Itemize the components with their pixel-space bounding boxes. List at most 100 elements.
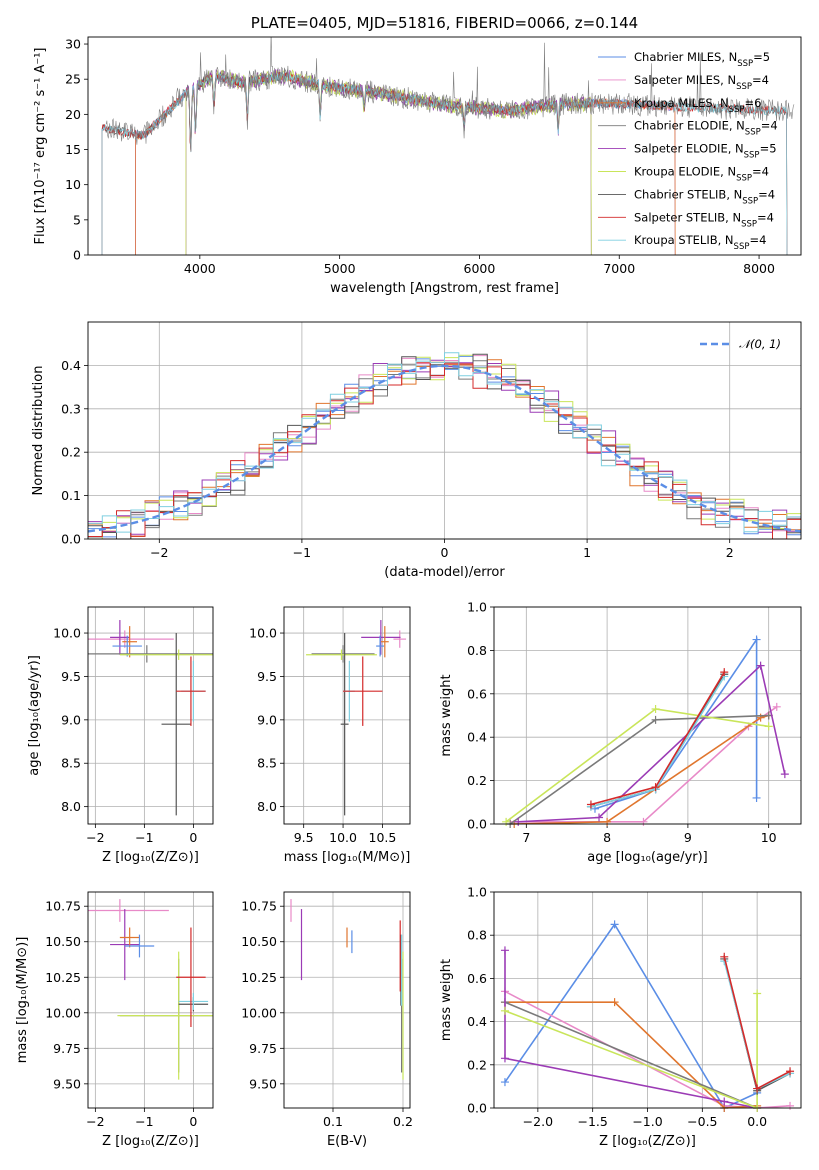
weight-point	[753, 1084, 762, 1093]
errorbar-salpeter-miles	[393, 630, 407, 648]
weight-point	[720, 1097, 729, 1106]
y-tick-label: 10.75	[241, 899, 277, 914]
x-tick-label: −1.5	[577, 1114, 607, 1129]
x-tick-label: 8	[603, 830, 611, 845]
y-tick-label: 1.0	[467, 600, 487, 615]
y-tick-label: 0.2	[467, 1057, 487, 1072]
weight-point	[720, 668, 729, 677]
y-tick-label: 0.2	[467, 773, 487, 788]
y-tick-label: 0.2	[61, 445, 81, 460]
x-tick-label: 0.1	[323, 1114, 343, 1129]
y-tick-label: 0.4	[61, 358, 81, 373]
errorbar-kroupa-miles	[380, 626, 389, 658]
y-tick-label: 25	[65, 72, 81, 87]
weight-point	[500, 1078, 509, 1087]
weight-point	[752, 635, 761, 644]
errorbar-kroupa-elodie	[306, 649, 377, 660]
y-tick-label: 10.25	[45, 970, 81, 985]
weight-point	[786, 1067, 795, 1076]
legend: Chabrier MILES, NSSP=5 Salpeter MILES, NS…	[598, 50, 778, 252]
errorbar-chabrier-elodie	[311, 645, 375, 663]
weight-point	[502, 817, 511, 826]
y-tick-label: 9.0	[61, 712, 81, 727]
frame-age-vs-mass	[283, 606, 411, 825]
legend-label: Kroupa MILES, NSSP=6	[634, 96, 761, 115]
errorbar-kroupa-miles	[119, 927, 140, 948]
x-axis-label: wavelength [Angstrom, rest frame]	[330, 281, 559, 296]
x-tick-label: 8000	[743, 261, 775, 276]
legend-label: Chabrier ELODIE, NSSP=4	[634, 119, 778, 138]
axes-age-vs-Z: −2 −1 0 8.0 8.5 9.0 9.5 10.0	[53, 607, 213, 845]
y-tick-label: 10.0	[53, 626, 81, 641]
frame-mass-vs-Z	[87, 891, 214, 1109]
frame-mass-vs-ebv	[283, 891, 411, 1109]
errorbar-kroupa-elodie	[117, 951, 213, 1080]
y-axis-label: mass weight	[439, 674, 454, 756]
x-axis-label: Z [log₁₀(Z/Z⊙)]	[102, 850, 199, 865]
errorbar-salpeter-miles	[88, 899, 169, 922]
frame-age-vs-Z	[87, 606, 214, 825]
weight-line-chabrier-miles	[504, 922, 758, 1108]
x-axis-label: Z [log₁₀(Z/Z⊙)]	[599, 1134, 696, 1149]
y-tick-label: 0.0	[467, 817, 487, 832]
errorbar-chabrier-miles	[376, 635, 385, 657]
x-axis-label: (data-model)/error	[384, 565, 505, 580]
errorbar-salpeter-stelib	[176, 927, 206, 1027]
x-axis-label: mass [log₁₀(M/M⊙)]	[284, 850, 411, 865]
y-tick-label: 8.5	[257, 756, 277, 771]
x-tick-label: 10	[761, 830, 777, 845]
y-tick-label: 0.8	[467, 643, 487, 658]
x-tick-label: −2	[86, 1114, 104, 1129]
y-tick-label: 15	[65, 142, 81, 157]
y-tick-label: 10	[65, 177, 81, 192]
y-tick-label: 10.00	[241, 1005, 277, 1020]
x-tick-label: 10.5	[369, 830, 397, 845]
errorbar-kroupa-stelib	[178, 992, 209, 1010]
y-tick-label: 10.0	[249, 626, 277, 641]
x-tick-label: 9.5	[294, 830, 314, 845]
weight-point	[651, 783, 660, 792]
weight-line-salpeter-elodie	[504, 950, 758, 1108]
legend-label: Chabrier MILES, NSSP=5	[634, 50, 770, 69]
y-tick-label: 9.75	[249, 1041, 277, 1056]
weight-point	[595, 813, 604, 822]
weight-point	[786, 1101, 795, 1110]
axes-spectrum: 4000 5000 6000 7000 8000 0 5 10 15 20 25 30	[65, 37, 775, 276]
y-tick-label: 0.0	[61, 532, 81, 547]
errorbar-salpeter-miles	[88, 630, 174, 648]
y-tick-label: 8.0	[61, 799, 81, 814]
y-tick-label: 0.6	[467, 686, 487, 701]
y-tick-label: 9.5	[257, 669, 277, 684]
legend-label: Kroupa ELODIE, NSSP=4	[634, 165, 769, 184]
weight-point	[752, 793, 761, 802]
x-axis-label: age [log₁₀(age/yr)]	[587, 850, 708, 865]
x-tick-label: 7	[522, 830, 530, 845]
weight-point	[610, 920, 619, 929]
weight-line-salpeter-elodie	[518, 664, 786, 823]
axes-weight-vs-age: 7 8 9 10 0.0 0.2 0.4 0.6 0.8 1.0	[467, 600, 801, 845]
x-tick-label: 9	[684, 830, 692, 845]
y-tick-label: 9.50	[53, 1076, 81, 1091]
x-tick-label: −2	[150, 545, 168, 560]
hist-salpeter-stelib	[88, 362, 801, 539]
errorbar-salpeter-elodie	[110, 620, 130, 655]
y-tick-label: 30	[65, 37, 81, 52]
errorbar-chabrier-stelib	[161, 633, 191, 816]
gauss-curve	[88, 364, 801, 533]
spectrum-observed-line	[105, 37, 795, 152]
weight-point	[756, 713, 765, 722]
x-tick-label: −1.0	[632, 1114, 662, 1129]
weight-point	[514, 817, 523, 826]
weight-point	[764, 722, 773, 731]
errorbar-salpeter-elodie	[110, 909, 140, 981]
y-tick-label: 0.3	[61, 401, 81, 416]
axes-age-vs-mass: 9.5 10.0 10.5 8.0 8.5 9.0 9.5 10.0	[249, 607, 410, 845]
weight-point	[603, 817, 612, 826]
x-tick-label: 0	[441, 545, 449, 560]
x-tick-label: 0.0	[747, 1114, 767, 1129]
y-tick-label: 0.4	[467, 730, 487, 745]
y-tick-label: 10.00	[45, 1005, 81, 1020]
x-tick-label: −1	[135, 830, 153, 845]
y-axis-label: age [log₁₀(age/yr)]	[27, 655, 42, 776]
